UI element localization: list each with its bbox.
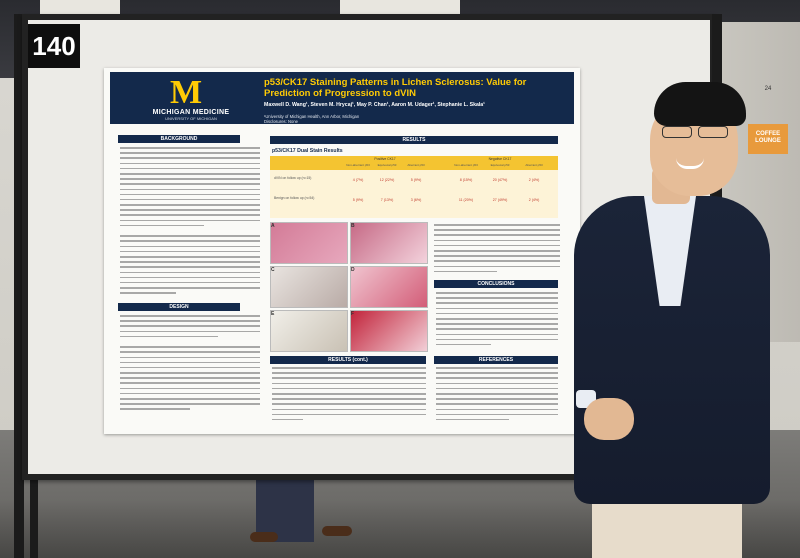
micrograph-label: C [271, 267, 275, 273]
person-hair [654, 82, 746, 126]
affiliation-text: ¹University of Michigan Health, Ann Arbo… [264, 114, 360, 119]
shoe [322, 526, 352, 536]
section-design: DESIGN [118, 303, 240, 311]
table-cell: 27 (49%) [492, 198, 508, 202]
table-column-header: Aberrant p53 [407, 163, 425, 167]
section-results-cont: RESULTS (cont.) [270, 356, 426, 364]
micrograph-f [350, 310, 428, 352]
table-column-header: Non-aberrant p53 [346, 163, 370, 167]
person-hands [584, 398, 634, 440]
table-cell: 2 (4%) [528, 198, 540, 202]
aisle-sign: 24 [764, 86, 772, 92]
micrograph-label: E [271, 311, 275, 317]
table-cell: 5 (9%) [352, 198, 364, 202]
background-text [120, 147, 260, 297]
section-conclusions: CONCLUSIONS [434, 280, 558, 288]
poster-authors: Maxwell D. Wang¹, Steven M. Hrycaj¹, May… [264, 102, 485, 108]
table-column-header: Equivocal p53 [377, 163, 397, 167]
shoe [250, 532, 278, 542]
poster-header: M MICHIGAN MEDICINE UNIVERSITY OF MICHIG… [110, 72, 574, 124]
section-results: RESULTS [270, 136, 558, 144]
micrograph-label: A [271, 223, 275, 229]
coffee-lounge-sign: COFFEE LOUNGE [748, 124, 788, 154]
results-cont-text [272, 367, 426, 429]
conclusions-text [436, 292, 558, 350]
micrograph-b [350, 222, 428, 264]
table-cell: 4 (7%) [352, 178, 364, 182]
table-cell: 12 (22%) [379, 178, 395, 182]
micrograph-a [270, 222, 348, 264]
table-column-header: Non-aberrant p53 [454, 163, 478, 167]
university-logo-icon: M [169, 74, 203, 111]
ceiling-light [340, 0, 460, 18]
board-leg [30, 470, 38, 558]
table-cell: 7 (13%) [380, 198, 394, 202]
table-row-label: Benign on follow up (n=54) [274, 196, 315, 200]
logo-subtitle: UNIVERSITY OF MICHIGAN [165, 116, 217, 121]
booth-number: 140 [28, 24, 80, 68]
group-positive: Positive CK17 [374, 157, 396, 161]
research-poster: M MICHIGAN MEDICINE UNIVERSITY OF MICHIG… [104, 68, 580, 434]
references-text [436, 367, 558, 429]
person-smile [676, 158, 704, 169]
table-row-label: dVIN on follow up (n=15) [274, 176, 312, 180]
table-cell: 11 (20%) [458, 198, 474, 202]
micrograph-label: D [351, 267, 355, 273]
board-post-left [14, 14, 24, 558]
micrograph-d [350, 266, 428, 308]
background-person-legs [256, 480, 314, 542]
micrograph-label: F [351, 311, 355, 317]
figure-legend-text [434, 224, 560, 276]
logo-name: MICHIGAN MEDICINE [152, 109, 230, 116]
micrograph-label: B [351, 223, 355, 229]
table-column-header: Equivocal p53 [490, 163, 510, 167]
poster-title: p53/CK17 Staining Patterns in Lichen Scl… [264, 77, 527, 99]
table-column-header: Aberrant p53 [525, 163, 543, 167]
results-table: Positive CK17 Negative CK17 Non-aberrant… [270, 156, 558, 218]
section-references: REFERENCES [434, 356, 558, 364]
table-cell: 8 (15%) [459, 178, 473, 182]
section-background: BACKGROUND [118, 135, 240, 143]
results-table-title: p53/CK17 Dual Stain Results [272, 148, 343, 154]
glasses-icon [656, 126, 732, 140]
group-negative: Negative CK17 [488, 157, 512, 161]
ceiling-light [40, 0, 120, 18]
table-cell: 2 (4%) [528, 178, 540, 182]
micrograph-e [270, 310, 348, 352]
micrograph-c [270, 266, 348, 308]
poster-affiliation: ¹University of Michigan Health, Ann Arbo… [264, 114, 568, 124]
results-table-header [270, 156, 558, 170]
table-cell: 20 (47%) [492, 178, 508, 182]
table-cell: 3 (6%) [410, 198, 422, 202]
disclosures-text: Disclosures: None [264, 119, 298, 124]
table-cell: 5 (9%) [410, 178, 422, 182]
design-text [120, 315, 260, 425]
